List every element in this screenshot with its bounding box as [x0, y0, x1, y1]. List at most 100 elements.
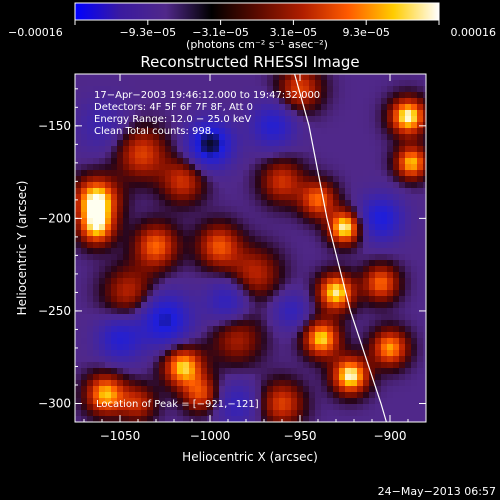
- heatmap-cell: [225, 110, 232, 117]
- heatmap-cell: [201, 230, 208, 237]
- heatmap-cell: [381, 386, 388, 393]
- heatmap-cell: [129, 92, 136, 99]
- plot-area: [74, 73, 427, 423]
- heatmap-cell: [321, 74, 328, 81]
- heatmap-cell: [213, 194, 220, 201]
- heatmap-cell: [93, 404, 100, 411]
- heatmap-cell: [249, 236, 256, 243]
- heatmap-cell: [165, 260, 172, 267]
- heatmap-cell: [93, 86, 100, 93]
- heatmap-cell: [219, 338, 226, 345]
- heatmap-cell: [327, 152, 334, 159]
- heatmap-cell: [369, 98, 376, 105]
- heatmap-cell: [231, 332, 238, 339]
- heatmap-cell: [363, 332, 370, 339]
- heatmap-cell: [159, 80, 166, 87]
- heatmap-cell: [255, 188, 262, 195]
- heatmap-cell: [171, 296, 178, 303]
- heatmap-cell: [81, 194, 88, 201]
- heatmap-cell: [111, 260, 118, 267]
- heatmap-cell: [183, 338, 190, 345]
- heatmap-cell: [261, 410, 268, 417]
- heatmap-cell: [219, 410, 226, 417]
- heatmap-cell: [387, 338, 394, 345]
- heatmap-cell: [177, 278, 184, 285]
- heatmap-cell: [315, 398, 322, 405]
- heatmap-cell: [153, 374, 160, 381]
- heatmap-cell: [375, 380, 382, 387]
- heatmap-cell: [93, 224, 100, 231]
- heatmap-cell: [123, 344, 130, 351]
- heatmap-cell: [75, 170, 82, 177]
- heatmap-cell: [237, 314, 244, 321]
- heatmap-cell: [93, 362, 100, 369]
- heatmap-cell: [237, 176, 244, 183]
- heatmap-cell: [279, 260, 286, 267]
- heatmap-cell: [129, 236, 136, 243]
- heatmap-cell: [327, 206, 334, 213]
- heatmap-cell: [99, 200, 106, 207]
- heatmap-cell: [111, 296, 118, 303]
- heatmap-cell: [399, 386, 406, 393]
- heatmap-cell: [105, 296, 112, 303]
- heatmap-cell: [129, 302, 136, 309]
- heatmap-cell: [123, 314, 130, 321]
- heatmap-cell: [231, 194, 238, 201]
- heatmap-cell: [195, 218, 202, 225]
- heatmap-cell: [159, 242, 166, 249]
- heatmap-cell: [189, 302, 196, 309]
- heatmap-cell: [129, 326, 136, 333]
- heatmap-cell: [117, 266, 124, 273]
- heatmap-cell: [405, 326, 412, 333]
- heatmap-cell: [111, 242, 118, 249]
- heatmap-cell: [297, 320, 304, 327]
- heatmap-cell: [417, 74, 424, 81]
- heatmap-cell: [333, 368, 340, 375]
- heatmap-cell: [339, 398, 346, 405]
- heatmap-cell: [189, 320, 196, 327]
- heatmap-cell: [399, 80, 406, 87]
- heatmap-cell: [141, 314, 148, 321]
- heatmap-cell: [333, 116, 340, 123]
- heatmap-cell: [375, 332, 382, 339]
- heatmap-cell: [333, 344, 340, 351]
- heatmap-cell: [243, 200, 250, 207]
- heatmap-cell: [303, 188, 310, 195]
- heatmap-cell: [117, 410, 124, 417]
- heatmap-cell: [387, 116, 394, 123]
- heatmap-cell: [423, 86, 426, 93]
- heatmap-cell: [171, 410, 178, 417]
- heatmap-cell: [105, 308, 112, 315]
- heatmap-cell: [225, 170, 232, 177]
- heatmap-cell: [207, 248, 214, 255]
- heatmap-cell: [303, 74, 310, 81]
- heatmap-cell: [303, 176, 310, 183]
- heatmap-cell: [303, 368, 310, 375]
- heatmap-cell: [81, 308, 88, 315]
- heatmap-cell: [243, 176, 250, 183]
- heatmap-cell: [147, 398, 154, 405]
- heatmap-cell: [231, 302, 238, 309]
- heatmap-cell: [423, 134, 426, 141]
- heatmap-cell: [267, 242, 274, 249]
- heatmap-cell: [375, 98, 382, 105]
- heatmap-cell: [171, 308, 178, 315]
- heatmap-cell: [189, 158, 196, 165]
- heatmap-cell: [231, 164, 238, 171]
- heatmap-cell: [75, 314, 82, 321]
- heatmap-cell: [285, 218, 292, 225]
- heatmap-cell: [225, 410, 232, 417]
- heatmap-cell: [321, 416, 328, 422]
- heatmap-cell: [339, 98, 346, 105]
- heatmap-cell: [249, 110, 256, 117]
- heatmap-cell: [117, 290, 124, 297]
- heatmap-cell: [423, 194, 426, 201]
- heatmap-cell: [87, 242, 94, 249]
- heatmap-cell: [399, 182, 406, 189]
- heatmap-cell: [195, 338, 202, 345]
- heatmap-cell: [387, 176, 394, 183]
- heatmap-cell: [219, 416, 226, 422]
- heatmap-cell: [207, 278, 214, 285]
- heatmap-cell: [237, 302, 244, 309]
- heatmap-cell: [255, 104, 262, 111]
